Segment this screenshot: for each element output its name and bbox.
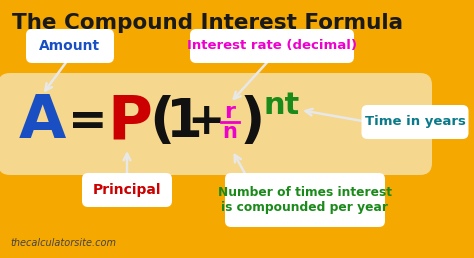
Text: Amount: Amount — [39, 39, 100, 53]
FancyBboxPatch shape — [82, 173, 172, 207]
Text: Time in years: Time in years — [365, 116, 465, 128]
FancyBboxPatch shape — [225, 173, 385, 227]
Text: Number of times interest
is compounded per year: Number of times interest is compounded p… — [218, 186, 392, 214]
Text: (: ( — [149, 95, 175, 149]
Text: nt: nt — [264, 92, 300, 120]
Text: A: A — [18, 93, 65, 151]
Text: n: n — [223, 122, 237, 142]
FancyBboxPatch shape — [362, 105, 468, 139]
Text: 1: 1 — [165, 96, 202, 148]
Text: Principal: Principal — [93, 183, 161, 197]
Text: Interest rate (decimal): Interest rate (decimal) — [187, 39, 357, 52]
Text: ): ) — [239, 95, 264, 149]
Text: r: r — [225, 102, 236, 122]
FancyBboxPatch shape — [26, 29, 114, 63]
FancyBboxPatch shape — [0, 73, 432, 175]
FancyBboxPatch shape — [190, 29, 354, 63]
Text: thecalculatorsite.com: thecalculatorsite.com — [10, 238, 116, 248]
Text: =: = — [68, 100, 108, 144]
Text: +: + — [187, 101, 225, 143]
Text: The Compound Interest Formula: The Compound Interest Formula — [12, 13, 403, 33]
Text: P: P — [108, 93, 153, 151]
